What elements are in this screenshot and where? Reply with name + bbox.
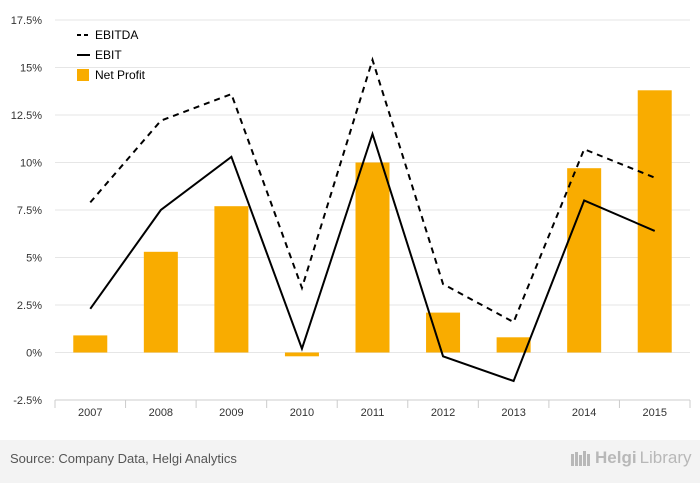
x-tick-label: 2012: [431, 407, 455, 419]
net-profit-bars: [73, 90, 672, 357]
x-tick-label: 2011: [361, 407, 385, 419]
y-tick-label: 17.5%: [11, 15, 42, 27]
y-tick-label: -2.5%: [13, 395, 42, 407]
y-tick-label: 7.5%: [17, 205, 42, 217]
net-profit-bar: [637, 90, 672, 353]
legend-ebitda-label: EBITDA: [95, 28, 138, 42]
y-tick-label: 12.5%: [11, 110, 42, 122]
helgi-library-logo: Helgi Library: [570, 448, 692, 468]
x-tick-label: 2008: [149, 407, 173, 419]
x-tick-label: 2014: [572, 407, 596, 419]
net-profit-bar: [73, 335, 108, 353]
net-profit-bar: [567, 168, 602, 353]
y-tick-label: 2.5%: [17, 300, 42, 312]
x-axis: 2007 2008 2009 2010 2011 2012 2013 2014 2015: [54, 399, 691, 419]
brand-sub: Library: [639, 448, 692, 467]
brand-main: Helgi: [595, 448, 637, 467]
y-tick-label: 0%: [26, 348, 42, 360]
y-axis: -2.5% 0% 2.5% 5% 7.5% 10% 12.5% 15% 17.5%: [11, 15, 42, 407]
y-tick-label: 15%: [20, 63, 42, 75]
x-tick-label: 2015: [642, 407, 666, 419]
legend: EBITDA EBIT Net Profit: [77, 28, 146, 82]
source-note: Source: Company Data, Helgi Analytics: [10, 451, 237, 466]
y-tick-label: 10%: [20, 158, 42, 170]
legend-net-profit-swatch: [77, 69, 89, 81]
x-tick-label: 2009: [219, 407, 243, 419]
y-tick-label: 5%: [26, 253, 42, 265]
books-icon: [571, 451, 590, 466]
net-profit-bar: [284, 352, 319, 357]
ebit-line: [89, 130, 656, 383]
x-tick-label: 2007: [78, 407, 102, 419]
line-series: [89, 56, 656, 383]
chart-area: 2007 2008 2009 2010 2011 2012 2013 2014 2015 -2.…: [11, 15, 691, 419]
net-profit-bar: [355, 162, 390, 353]
net-profit-bar: [214, 206, 249, 353]
net-profit-bar: [143, 251, 178, 353]
legend-ebit-label: EBIT: [95, 48, 122, 62]
x-tick-label: 2013: [501, 407, 525, 419]
legend-net-profit-label: Net Profit: [95, 68, 146, 82]
ebitda-line: [89, 56, 656, 324]
x-tick-label: 2010: [290, 407, 314, 419]
net-profit-bar: [496, 337, 531, 353]
